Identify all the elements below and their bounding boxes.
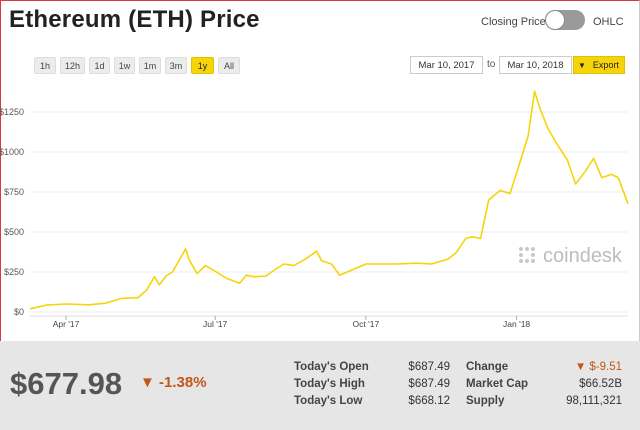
from-date-input[interactable] xyxy=(410,56,483,74)
y-tick-label: $250 xyxy=(4,267,24,277)
stat-label-open: Today's Open xyxy=(294,361,369,373)
stat-value-supply: 98,111,321 xyxy=(566,395,622,407)
summary-panel xyxy=(0,341,640,430)
range-button-1y[interactable]: 1y xyxy=(191,57,214,74)
price-chart[interactable]: $1250 $1000 $750 $500 $250 $0 Apr '17 Jul '17 Oc… xyxy=(0,80,640,340)
range-button-1h[interactable]: 1h xyxy=(34,57,56,74)
y-tick-label: $500 xyxy=(4,227,24,237)
stat-label-high: Today's High xyxy=(294,378,365,390)
export-button[interactable]: ▼ Export xyxy=(573,56,625,74)
range-button-all[interactable]: All xyxy=(218,57,240,74)
to-date-input[interactable] xyxy=(499,56,572,74)
range-button-3m[interactable]: 3m xyxy=(165,57,187,74)
price-line[interactable] xyxy=(29,90,629,310)
stat-label-supply: Supply xyxy=(466,395,505,407)
x-tick-label: Jul '17 xyxy=(203,319,228,329)
change-percent: ▼ -1.38% xyxy=(140,374,207,391)
y-tick-label: $0 xyxy=(14,307,24,317)
ohlc-label: OHLC xyxy=(593,16,624,28)
to-label: to xyxy=(487,59,496,70)
stat-value-open: $687.49 xyxy=(408,361,450,373)
range-button-1d[interactable]: 1d xyxy=(89,57,110,74)
stat-label-low: Today's Low xyxy=(294,395,363,407)
stat-label-change: Change xyxy=(466,361,509,373)
price-mode-toggle[interactable] xyxy=(545,10,585,30)
download-arrow-icon: ▼ xyxy=(578,61,586,70)
stat-value-market-cap: $66.52B xyxy=(579,378,622,390)
y-tick-label: $750 xyxy=(4,187,24,197)
stat-value-change: ▼ $-9.51 xyxy=(574,361,622,373)
coindesk-logo-icon xyxy=(519,247,535,263)
range-button-12h[interactable]: 12h xyxy=(60,57,85,74)
range-button-1m[interactable]: 1m xyxy=(139,57,161,74)
closing-price-label: Closing Price xyxy=(481,16,546,28)
watermark-text: coindesk xyxy=(543,245,623,267)
stat-value-low: $668.12 xyxy=(408,395,450,407)
stat-value-high: $687.49 xyxy=(408,378,450,390)
range-button-1w[interactable]: 1w xyxy=(114,57,135,74)
stat-label-market-cap: Market Cap xyxy=(466,378,528,390)
current-price: $677.98 xyxy=(10,366,123,401)
x-tick-label: Oct '17 xyxy=(353,319,380,329)
x-tick-label: Apr '17 xyxy=(53,319,80,329)
export-label: Export xyxy=(592,60,619,70)
x-tick-label: Jan '18 xyxy=(503,319,530,329)
toggle-knob[interactable] xyxy=(545,10,565,30)
page-title: Ethereum (ETH) Price xyxy=(9,6,260,33)
y-tick-label: $1000 xyxy=(0,147,24,157)
y-tick-label: $1250 xyxy=(0,107,24,117)
